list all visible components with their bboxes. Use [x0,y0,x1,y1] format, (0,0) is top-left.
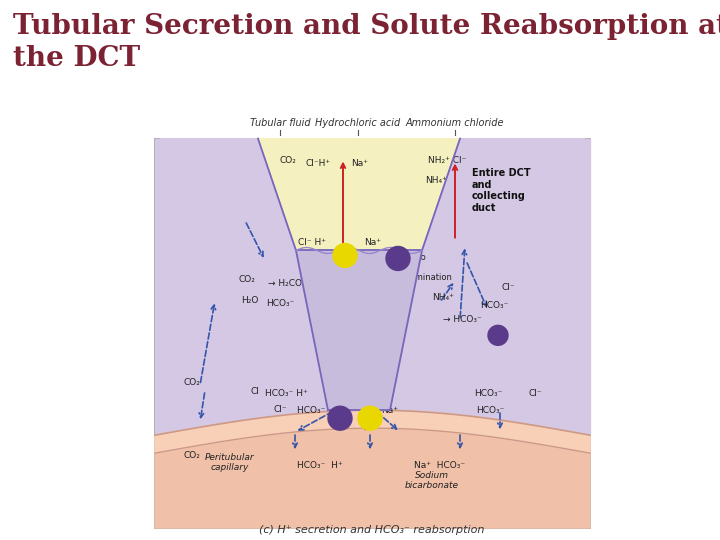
Text: HCO₃⁻: HCO₃⁻ [476,406,504,415]
FancyBboxPatch shape [155,139,590,528]
Circle shape [488,325,508,345]
Text: → H⁺: → H⁺ [315,279,337,288]
Text: Peritubular
capillary: Peritubular capillary [205,453,255,472]
Circle shape [358,406,382,430]
Text: Na⁺  HCO₃⁻: Na⁺ HCO₃⁻ [415,461,466,470]
Text: H₂O: H₂O [241,296,258,306]
Text: HCO₃⁻ H⁺: HCO₃⁻ H⁺ [265,389,307,398]
Text: → H₂CO₃: → H₂CO₃ [268,279,305,288]
Text: Cl⁻H⁺: Cl⁻H⁺ [305,159,330,167]
Text: HCO₃⁻: HCO₃⁻ [480,301,508,310]
Text: Ammonium chloride: Ammonium chloride [406,118,504,127]
Text: CO₂: CO₂ [238,275,256,285]
Text: Na⁺: Na⁺ [382,406,398,415]
Text: NH₂⁺ Cl⁻: NH₂⁺ Cl⁻ [428,156,467,165]
Text: HCO₃⁻ H⁺: HCO₃⁻ H⁺ [297,406,339,415]
Text: CO₂: CO₂ [184,451,200,460]
Polygon shape [258,139,460,251]
Text: (c) H⁺ secretion and HCO₃⁻ reabsorption: (c) H⁺ secretion and HCO₃⁻ reabsorption [259,525,485,535]
Text: CO₂: CO₂ [279,156,297,165]
Text: Tubular Secretion and Solute Reabsorption at
the DCT: Tubular Secretion and Solute Reabsorptio… [13,13,720,72]
Circle shape [386,246,410,271]
Text: Cl⁻ H⁺: Cl⁻ H⁺ [298,239,326,247]
Text: NH₄⁺: NH₄⁺ [432,293,454,302]
Polygon shape [160,139,328,410]
Text: HCO₃⁻: HCO₃⁻ [474,389,502,398]
Text: Hydrochloric acid: Hydrochloric acid [315,118,400,127]
Text: → HCO₃⁻: → HCO₃⁻ [443,315,482,325]
Text: Na⁺: Na⁺ [369,389,387,398]
Text: Cl⁻: Cl⁻ [273,405,287,414]
Text: HCO₃⁻  H⁺: HCO₃⁻ H⁺ [297,461,343,470]
Polygon shape [155,410,590,453]
Text: Sodium
bicarbonate: Sodium bicarbonate [405,471,459,490]
Text: Cl: Cl [251,387,259,396]
Polygon shape [390,139,585,410]
Text: Na⁺: Na⁺ [351,159,369,167]
Text: Cl⁻: Cl⁻ [528,389,542,398]
Text: HCO₃⁻: HCO₃⁻ [266,299,294,308]
Circle shape [333,244,357,267]
Text: NH₄⁺: NH₄⁺ [425,176,447,185]
Text: Cl⁻: Cl⁻ [501,284,515,292]
Text: Amino
acid
deamination: Amino acid deamination [400,253,453,282]
Text: Na⁺: Na⁺ [364,239,381,247]
Text: CO₂: CO₂ [184,378,200,387]
Polygon shape [296,251,422,410]
Circle shape [328,406,352,430]
Polygon shape [155,139,590,433]
Polygon shape [155,410,590,528]
Text: Tubular fluid: Tubular fluid [250,118,310,127]
Text: Entire DCT
and
collecting
duct: Entire DCT and collecting duct [472,168,531,213]
